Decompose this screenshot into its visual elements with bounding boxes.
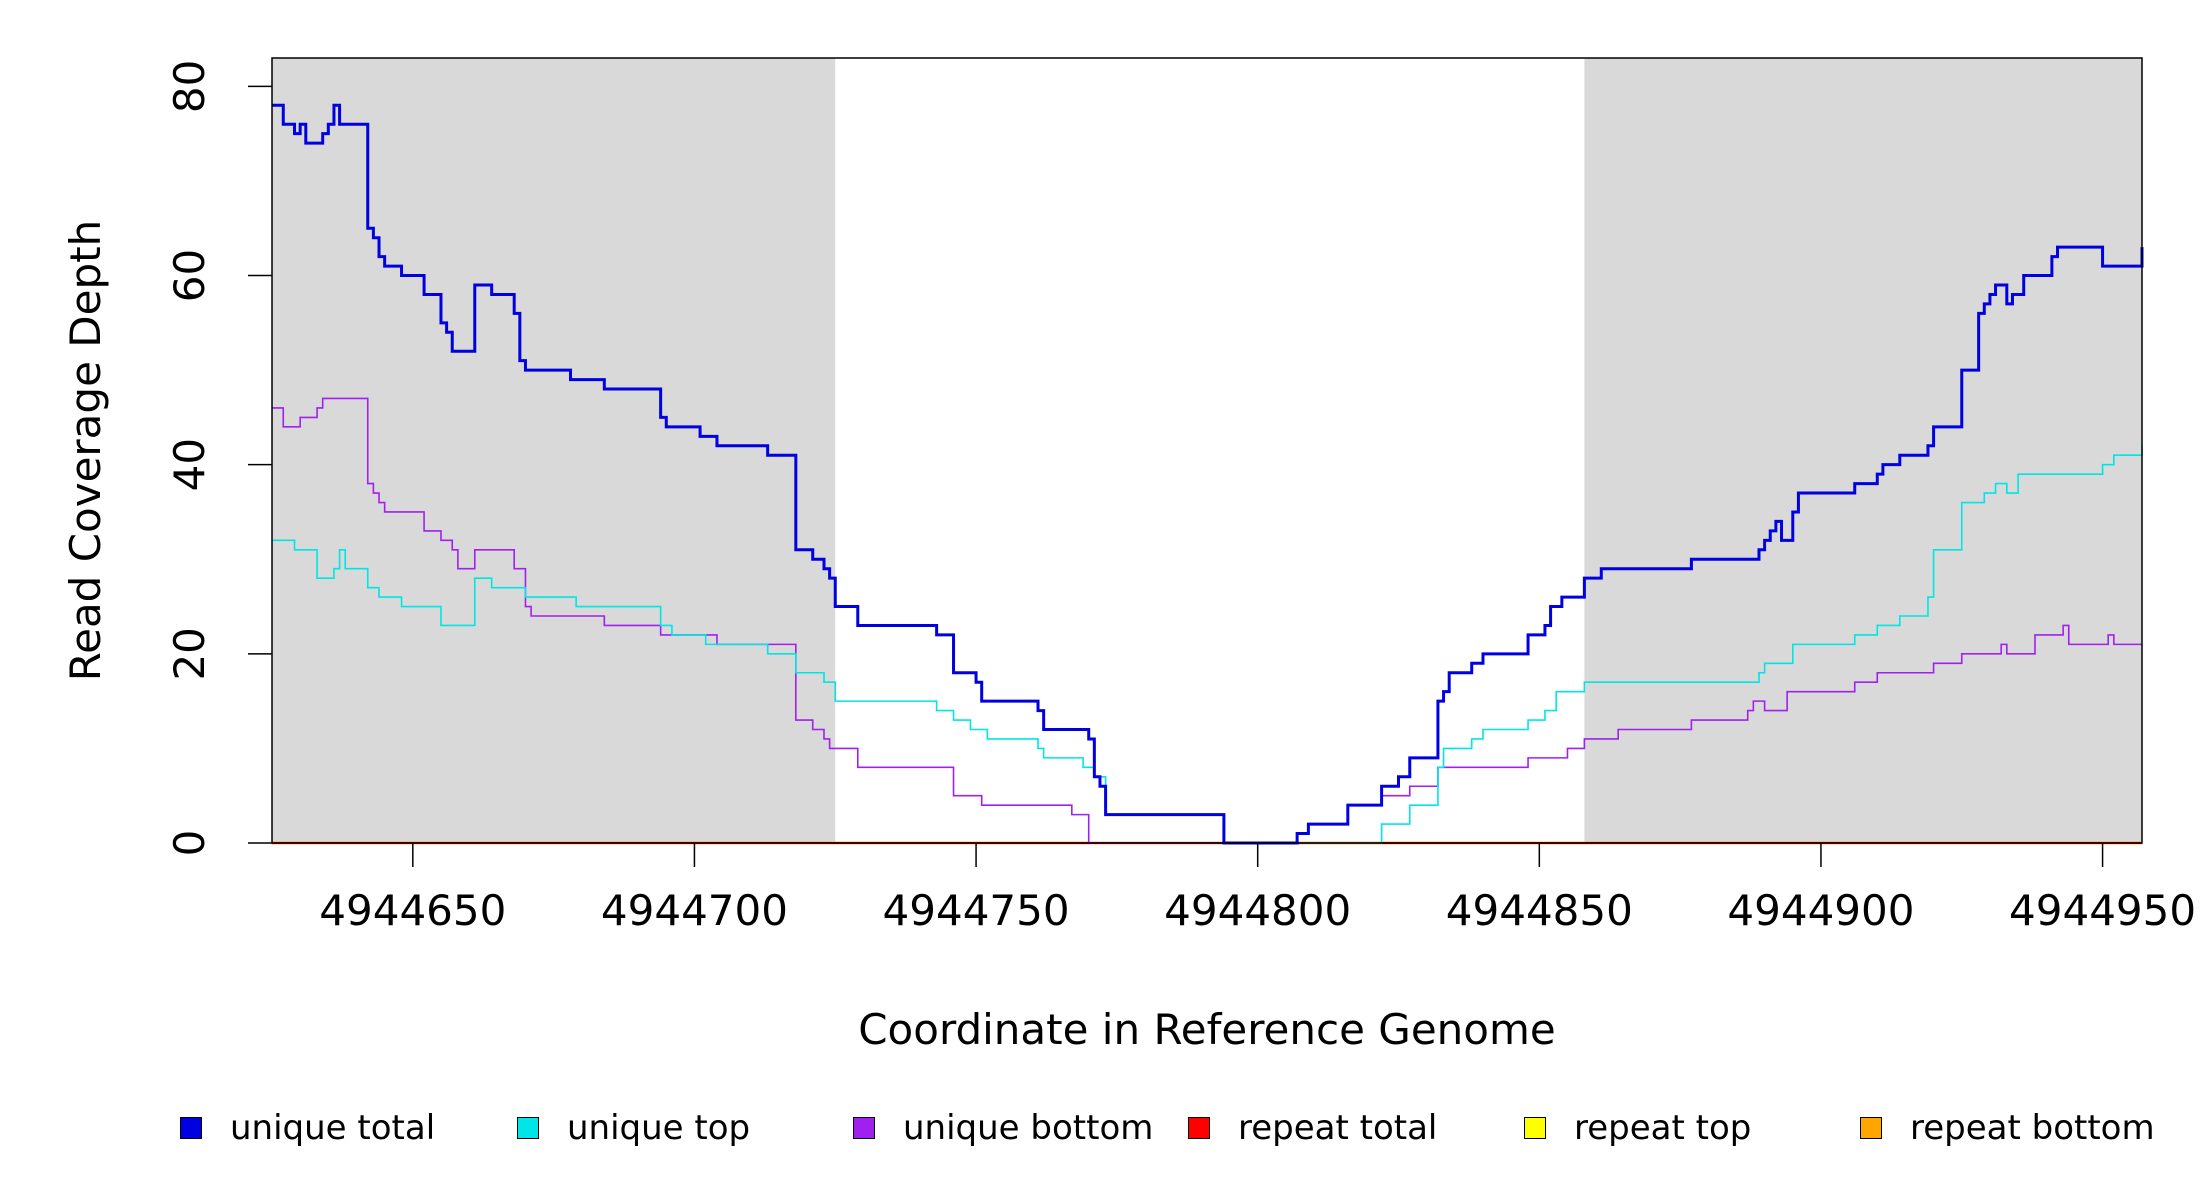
legend-label-repeat-top: repeat top bbox=[1574, 1108, 1752, 1148]
legend-item-unique-top: unique top bbox=[517, 1108, 750, 1148]
shaded-region-0 bbox=[272, 58, 836, 843]
x-tick-label-3: 4944800 bbox=[1164, 886, 1351, 935]
legend-label-unique-bottom: unique bottom bbox=[903, 1108, 1154, 1148]
series-line-unique-total bbox=[272, 103, 2144, 845]
legend-swatch-unique-top bbox=[517, 1117, 539, 1139]
legend-swatch-repeat-total bbox=[1188, 1117, 1210, 1139]
x-tick-label-5: 4944900 bbox=[1727, 886, 1914, 935]
x-tick-label-4: 4944850 bbox=[1446, 886, 1633, 935]
legend-swatch-repeat-bottom bbox=[1860, 1117, 1882, 1139]
y-tick-label-3: 60 bbox=[165, 249, 214, 302]
legend-label-repeat-total: repeat total bbox=[1238, 1108, 1438, 1148]
y-tick-label-4: 80 bbox=[165, 60, 214, 113]
legend-label-unique-top: unique top bbox=[567, 1108, 751, 1148]
y-tick-label-1: 20 bbox=[165, 627, 214, 680]
legend-label-repeat-bottom: repeat bottom bbox=[1910, 1108, 2155, 1148]
legend-swatch-repeat-top bbox=[1524, 1117, 1546, 1139]
y-tick-label-2: 40 bbox=[165, 438, 214, 491]
legend-item-repeat-total: repeat total bbox=[1188, 1108, 1437, 1148]
legend-label-unique-total: unique total bbox=[230, 1108, 436, 1148]
x-tick-label-0: 4944650 bbox=[319, 886, 506, 935]
x-tick-label-6: 4944950 bbox=[2009, 886, 2196, 935]
legend-item-unique-bottom: unique bottom bbox=[853, 1108, 1153, 1148]
legend-swatch-unique-total bbox=[180, 1117, 202, 1139]
legend: unique total unique top unique bottom repea… bbox=[0, 1108, 2200, 1158]
legend-swatch-unique-bottom bbox=[853, 1117, 875, 1139]
x-tick-label-2: 4944750 bbox=[883, 886, 1070, 935]
x-axis-title: Coordinate in Reference Genome bbox=[858, 1005, 1556, 1054]
y-axis-title: Read Coverage Depth bbox=[61, 220, 110, 681]
y-tick-label-0: 0 bbox=[165, 830, 214, 857]
shaded-region-1 bbox=[1584, 58, 2142, 843]
x-tick-label-1: 4944700 bbox=[601, 886, 788, 935]
legend-item-repeat-top: repeat top bbox=[1524, 1108, 1751, 1148]
legend-item-repeat-bottom: repeat bottom bbox=[1860, 1108, 2155, 1148]
legend-item-unique-total: unique total bbox=[180, 1108, 435, 1148]
plot-frame bbox=[271, 57, 2143, 844]
